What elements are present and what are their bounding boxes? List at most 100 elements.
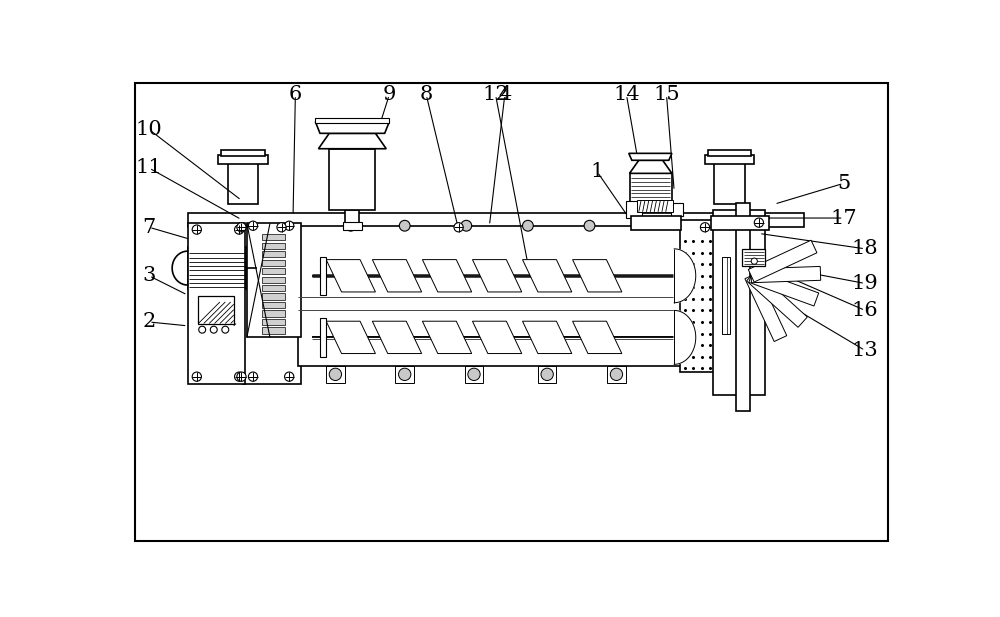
Text: 4: 4 — [498, 85, 511, 104]
Polygon shape — [573, 260, 622, 292]
Bar — [188, 223, 245, 384]
Text: 17: 17 — [830, 209, 857, 228]
Circle shape — [523, 220, 533, 231]
Bar — [188, 247, 246, 289]
Polygon shape — [472, 321, 522, 354]
Bar — [711, 216, 769, 230]
Bar — [262, 285, 285, 291]
Polygon shape — [674, 310, 696, 364]
Bar — [262, 242, 285, 249]
Bar — [395, 366, 414, 383]
Bar — [298, 226, 687, 366]
Bar — [262, 319, 285, 325]
Bar — [228, 162, 258, 204]
Circle shape — [248, 372, 258, 381]
Circle shape — [210, 326, 217, 333]
Circle shape — [237, 223, 246, 232]
Circle shape — [192, 372, 201, 381]
Polygon shape — [472, 260, 522, 292]
Circle shape — [700, 223, 710, 232]
Polygon shape — [315, 122, 389, 133]
Bar — [262, 328, 285, 334]
Bar — [630, 173, 672, 202]
Bar — [722, 257, 730, 334]
Text: 10: 10 — [136, 120, 162, 139]
Polygon shape — [326, 321, 375, 354]
Text: 1: 1 — [591, 162, 604, 181]
Bar — [538, 366, 556, 383]
Text: 6: 6 — [289, 85, 302, 104]
Bar — [607, 366, 626, 383]
Bar — [262, 302, 285, 308]
Bar — [680, 220, 723, 372]
Bar — [343, 222, 362, 230]
Text: 9: 9 — [383, 85, 396, 104]
Text: 8: 8 — [420, 85, 433, 104]
Circle shape — [237, 372, 246, 381]
Bar — [465, 366, 483, 383]
Bar — [742, 249, 765, 266]
Polygon shape — [422, 260, 472, 292]
Circle shape — [454, 223, 463, 232]
Circle shape — [610, 368, 623, 381]
Text: 15: 15 — [653, 85, 680, 104]
Polygon shape — [318, 133, 386, 149]
Circle shape — [192, 225, 201, 234]
Bar — [705, 155, 754, 164]
Text: 19: 19 — [852, 274, 879, 293]
Polygon shape — [422, 321, 472, 354]
Bar — [713, 210, 765, 395]
Text: 7: 7 — [142, 218, 156, 237]
Bar — [262, 234, 285, 241]
Bar — [736, 202, 750, 410]
Text: 14: 14 — [613, 85, 640, 104]
Bar — [247, 223, 301, 337]
Bar — [320, 318, 326, 357]
Circle shape — [399, 220, 410, 231]
Bar — [262, 294, 285, 300]
Polygon shape — [749, 269, 819, 306]
Bar — [243, 226, 301, 384]
Circle shape — [584, 220, 595, 231]
Bar — [188, 213, 804, 227]
Bar — [221, 151, 265, 157]
Bar — [262, 251, 285, 257]
Bar — [320, 257, 326, 295]
Text: 13: 13 — [852, 341, 879, 360]
Polygon shape — [745, 273, 787, 342]
Bar — [315, 118, 389, 123]
Polygon shape — [747, 271, 807, 327]
Bar — [262, 310, 285, 317]
Text: 18: 18 — [852, 239, 878, 259]
Circle shape — [199, 326, 206, 333]
Bar — [326, 366, 345, 383]
Bar — [714, 162, 745, 204]
Circle shape — [468, 368, 480, 381]
Circle shape — [345, 220, 356, 231]
Bar — [626, 201, 642, 218]
Bar — [637, 201, 673, 212]
Bar — [708, 151, 751, 157]
Bar — [198, 296, 234, 323]
Circle shape — [248, 221, 258, 230]
Polygon shape — [674, 249, 696, 303]
Circle shape — [277, 223, 286, 232]
Text: 11: 11 — [136, 159, 162, 178]
Bar — [218, 155, 268, 164]
Bar — [345, 210, 359, 226]
Circle shape — [285, 372, 294, 381]
Circle shape — [329, 368, 342, 381]
Circle shape — [541, 368, 553, 381]
Circle shape — [235, 372, 244, 381]
Circle shape — [754, 218, 764, 227]
Polygon shape — [573, 321, 622, 354]
Bar — [262, 260, 285, 266]
Polygon shape — [326, 260, 375, 292]
Text: 5: 5 — [837, 174, 850, 193]
Polygon shape — [630, 160, 672, 173]
Text: 16: 16 — [852, 301, 878, 320]
Text: 3: 3 — [142, 267, 156, 285]
Circle shape — [399, 368, 411, 381]
Circle shape — [235, 225, 244, 234]
Polygon shape — [523, 321, 572, 354]
